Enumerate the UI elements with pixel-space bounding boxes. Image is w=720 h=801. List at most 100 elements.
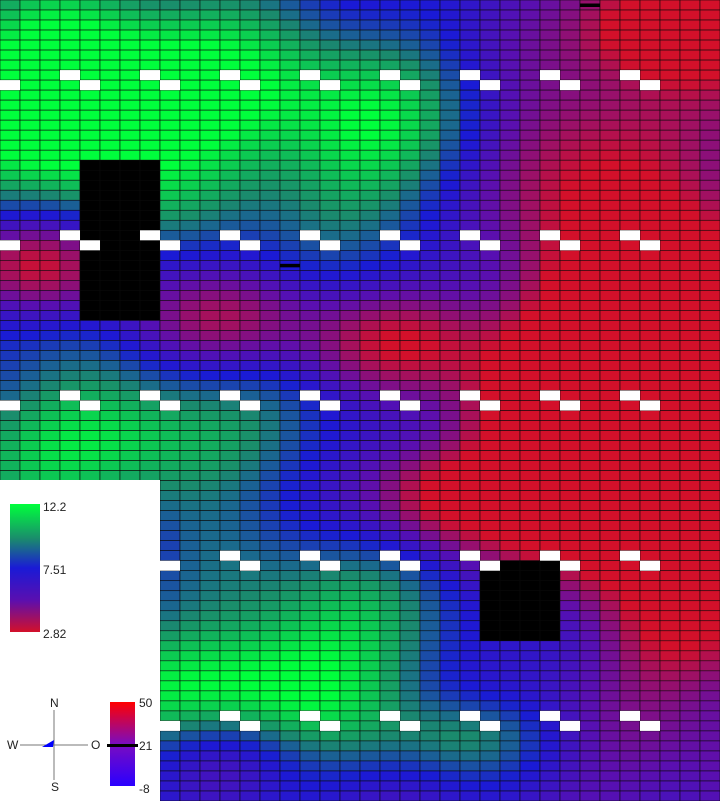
heatmap-cell xyxy=(419,59,441,71)
heatmap-cell xyxy=(379,199,401,211)
heatmap-cell xyxy=(399,250,421,261)
heatmap-cell xyxy=(699,59,720,71)
heatmap-cell xyxy=(579,340,601,351)
heatmap-cell xyxy=(459,670,481,682)
heatmap-cell xyxy=(339,9,361,21)
heatmap-cell xyxy=(559,760,581,772)
heatmap-cell xyxy=(559,229,581,241)
heatmap-cell xyxy=(79,460,101,471)
heatmap-cell xyxy=(79,59,101,71)
heatmap-cell xyxy=(19,9,41,21)
heatmap-cell xyxy=(619,690,641,702)
heatmap-cell xyxy=(199,219,221,231)
grid-notch xyxy=(320,240,340,251)
heatmap-cell xyxy=(159,710,181,722)
heatmap-cell xyxy=(219,270,241,281)
heatmap-cell xyxy=(659,209,681,221)
heatmap-cell xyxy=(699,470,720,481)
no-data-cell xyxy=(99,159,121,171)
grid-notch xyxy=(640,560,660,571)
grid-notch xyxy=(540,70,560,81)
heatmap-cell xyxy=(99,470,121,481)
heatmap-cell xyxy=(99,460,121,471)
heatmap-cell xyxy=(179,390,201,401)
heatmap-cell xyxy=(619,500,641,511)
heatmap-cell xyxy=(399,59,421,71)
heatmap-cell xyxy=(699,620,720,632)
heatmap-cell xyxy=(159,440,181,451)
heatmap-cell xyxy=(519,790,541,801)
heatmap-cell xyxy=(539,530,561,541)
heatmap-cell xyxy=(519,720,541,732)
heatmap-cell xyxy=(519,250,541,261)
heatmap-cell xyxy=(659,89,681,101)
heatmap-cell xyxy=(239,780,261,792)
heatmap-cell xyxy=(19,340,41,351)
heatmap-cell xyxy=(419,340,441,351)
heatmap-cell xyxy=(159,320,181,331)
heatmap-cell xyxy=(659,660,681,672)
heatmap-cell xyxy=(619,119,641,131)
heatmap-cell xyxy=(139,340,161,351)
heatmap-cell xyxy=(539,219,561,231)
heatmap-cell xyxy=(39,330,61,341)
heatmap-cell xyxy=(139,350,161,361)
heatmap-cell xyxy=(279,580,301,592)
heatmap-cell xyxy=(319,219,341,231)
heatmap-cell xyxy=(139,119,161,131)
heatmap-cell xyxy=(639,229,661,241)
heatmap-cell xyxy=(299,139,321,151)
heatmap-cell xyxy=(439,650,461,662)
heatmap-cell xyxy=(379,500,401,511)
heatmap-cell xyxy=(259,159,281,171)
heatmap-cell xyxy=(679,149,701,161)
heatmap-cell xyxy=(239,770,261,782)
heatmap-cell xyxy=(219,350,241,361)
heatmap-cell xyxy=(279,690,301,702)
heatmap-cell xyxy=(419,580,441,592)
heatmap-cell xyxy=(79,119,101,131)
heatmap-cell xyxy=(419,470,441,481)
heatmap-cell xyxy=(479,59,501,71)
heatmap-cell xyxy=(679,670,701,682)
heatmap-cell xyxy=(519,760,541,772)
heatmap-cell xyxy=(659,0,681,11)
grid-notch xyxy=(460,550,480,561)
heatmap-cell xyxy=(359,400,381,411)
heatmap-cell xyxy=(339,340,361,351)
heatmap-cell xyxy=(259,550,281,562)
no-data-cell xyxy=(119,310,141,321)
heatmap-cell xyxy=(319,250,341,261)
heatmap-cell xyxy=(0,99,21,111)
heatmap-cell xyxy=(339,400,361,411)
heatmap-cell xyxy=(519,330,541,341)
heatmap-cell xyxy=(279,430,301,441)
heatmap-cell xyxy=(319,59,341,71)
heatmap-cell xyxy=(179,129,201,141)
heatmap-cell xyxy=(699,490,720,501)
heatmap-cell xyxy=(639,39,661,51)
heatmap-cell xyxy=(499,790,521,801)
heatmap-cell xyxy=(159,0,181,11)
heatmap-cell xyxy=(39,380,61,391)
heatmap-cell xyxy=(19,59,41,71)
heatmap-cell xyxy=(579,650,601,662)
heatmap-cell xyxy=(479,530,501,541)
heatmap-cell xyxy=(419,630,441,642)
heatmap-cell xyxy=(0,320,21,331)
no-data-cell xyxy=(519,580,541,592)
heatmap-cell xyxy=(219,149,241,161)
heatmap-cell xyxy=(339,139,361,151)
heatmap-cell xyxy=(559,710,581,722)
heatmap-cell xyxy=(339,550,361,562)
heatmap-cell xyxy=(599,250,621,261)
heatmap-cell xyxy=(179,640,201,652)
heatmap-cell xyxy=(619,630,641,642)
heatmap-cell xyxy=(439,390,461,401)
heatmap-cell xyxy=(299,340,321,351)
heatmap-cell xyxy=(179,750,201,762)
secondary-scale-max-label: 50 xyxy=(139,696,153,710)
heatmap-cell xyxy=(519,189,541,201)
heatmap-cell xyxy=(619,760,641,772)
